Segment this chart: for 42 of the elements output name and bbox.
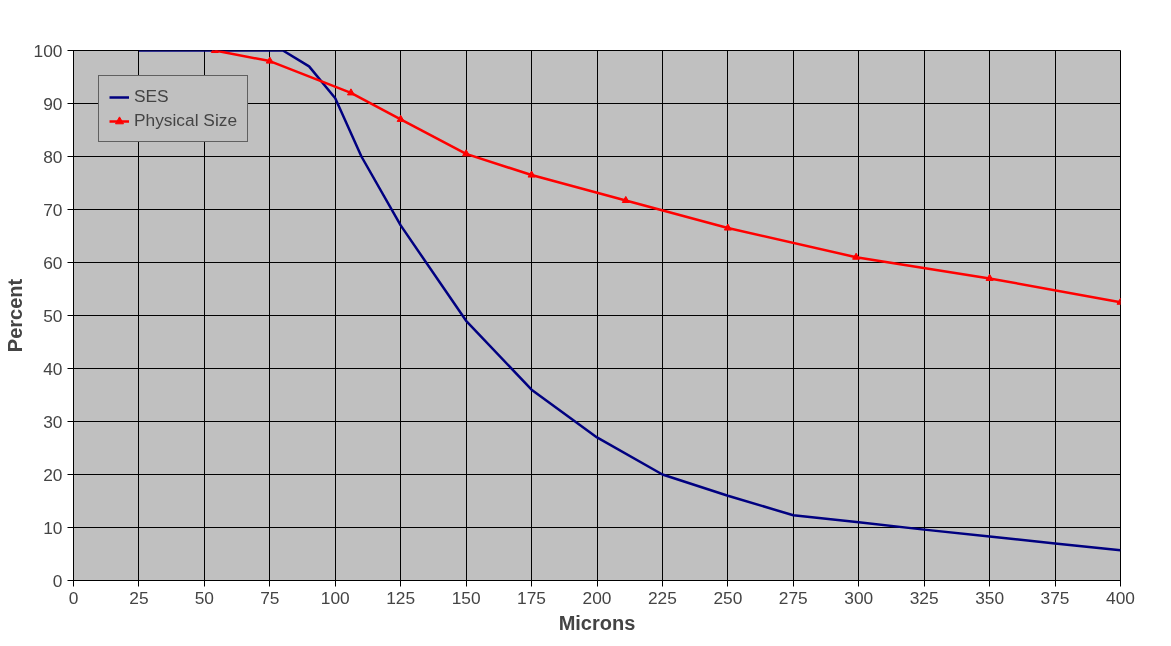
x-axis-title: Microns bbox=[558, 611, 636, 634]
x-tick-label: 400 bbox=[1106, 587, 1135, 608]
y-tick-label: 80 bbox=[43, 146, 63, 167]
x-tick-label: 200 bbox=[582, 587, 612, 608]
y-tick-label: 70 bbox=[43, 199, 63, 220]
x-tick-label: 100 bbox=[320, 587, 350, 608]
point bbox=[527, 170, 536, 178]
x-tick-label: 225 bbox=[647, 587, 677, 608]
y-tick-label: 50 bbox=[43, 305, 63, 326]
point bbox=[985, 273, 994, 281]
point bbox=[723, 223, 732, 231]
y-tick-label: 30 bbox=[43, 411, 63, 432]
y-tick-label: 60 bbox=[43, 252, 63, 273]
point bbox=[396, 114, 405, 122]
line-series bbox=[137, 50, 1121, 552]
point bbox=[265, 56, 274, 64]
x-tick-label: 325 bbox=[909, 587, 939, 608]
x-tick-label: 50 bbox=[194, 587, 215, 608]
y-tick-label: 10 bbox=[43, 517, 63, 538]
x-tick-label: 75 bbox=[260, 587, 280, 608]
point bbox=[852, 252, 861, 260]
y-tick-label: 90 bbox=[43, 93, 63, 114]
x-tick-label: 300 bbox=[844, 587, 874, 608]
x-tick-label: 275 bbox=[778, 587, 808, 608]
point bbox=[621, 195, 630, 204]
point bbox=[346, 88, 355, 96]
y-tick-label: 40 bbox=[43, 358, 63, 379]
legend-label: SES bbox=[134, 86, 169, 107]
legend-label: Physical Size bbox=[134, 110, 238, 131]
y-axis-title: Percent bbox=[3, 278, 26, 353]
x-tick-label: 0 bbox=[68, 587, 79, 608]
x-tick-label: 375 bbox=[1040, 587, 1070, 608]
y-tick-label: 0 bbox=[52, 570, 63, 591]
y-tick-label: 100 bbox=[33, 40, 63, 61]
x-tick-label: 25 bbox=[129, 587, 149, 608]
x-tick-label: 150 bbox=[451, 587, 481, 608]
y-tick-label: 20 bbox=[43, 464, 63, 485]
x-tick-label: 125 bbox=[386, 587, 416, 608]
x-tick-label: 250 bbox=[713, 587, 743, 608]
x-tick-label: 175 bbox=[517, 587, 547, 608]
x-tick-label: 350 bbox=[975, 587, 1005, 608]
point bbox=[462, 149, 471, 157]
